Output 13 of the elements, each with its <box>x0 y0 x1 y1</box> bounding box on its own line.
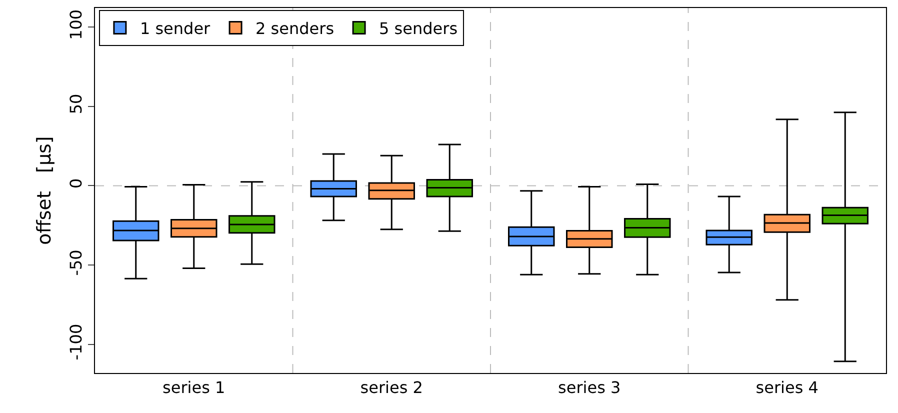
x-tick-label: series 2 <box>360 378 423 398</box>
x-tick-label: series 3 <box>558 378 621 398</box>
x-tick-label: series 1 <box>162 378 226 398</box>
y-tick-label: 0 <box>66 178 86 188</box>
y-tick-label: 100 <box>66 9 86 40</box>
legend-label: 5 senders <box>379 18 458 38</box>
y-axis-title: offset [µs] <box>33 136 56 245</box>
legend-label: 2 senders <box>256 18 334 38</box>
x-tick-label: series 4 <box>756 378 818 398</box>
y-tick-label: -50 <box>66 250 86 276</box>
legend-label: 1 sender <box>140 18 211 38</box>
y-tick-label: 50 <box>66 94 86 114</box>
y-tick-label: -100 <box>66 324 86 360</box>
